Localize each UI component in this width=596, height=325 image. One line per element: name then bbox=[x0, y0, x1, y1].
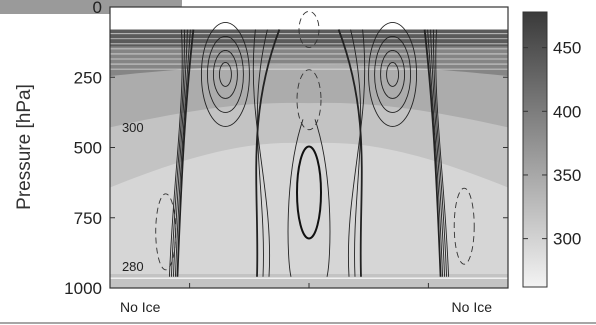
wind-contour bbox=[296, 145, 322, 240]
contour-label: 300 bbox=[122, 120, 144, 135]
y-tick-label: 1000 bbox=[64, 279, 102, 298]
wind-contour bbox=[200, 21, 250, 127]
wind-contour bbox=[255, 29, 281, 277]
wind-contour bbox=[433, 29, 448, 277]
wind-contour bbox=[314, 119, 331, 277]
wind-contour bbox=[386, 61, 400, 87]
x-end-label-right: No Ice bbox=[452, 299, 493, 315]
wind-contour bbox=[170, 29, 185, 277]
wind-contour bbox=[435, 29, 450, 277]
wind-contour bbox=[430, 29, 446, 277]
y-tick-label: 500 bbox=[74, 139, 102, 158]
wind-contour bbox=[168, 29, 183, 277]
colorbar-ticks: 300 350 400 450 bbox=[523, 39, 581, 249]
wind-contour bbox=[374, 35, 412, 113]
y-axis-title: Pressure [hPa] bbox=[14, 84, 35, 210]
y-axis: 0 250 500 750 1000 bbox=[64, 0, 508, 298]
wind-contour-dashed bbox=[296, 69, 322, 131]
wind-contour bbox=[218, 61, 232, 87]
wind-contour bbox=[350, 29, 362, 277]
wind-contour bbox=[206, 35, 244, 113]
wind-contour bbox=[380, 49, 406, 99]
contour-labels: 300 280 bbox=[122, 120, 144, 274]
wind-contour bbox=[172, 29, 188, 277]
contour-label: 280 bbox=[122, 259, 144, 274]
temperature-band bbox=[110, 142, 508, 274]
wind-contour bbox=[176, 29, 195, 277]
wind-contour bbox=[287, 119, 304, 277]
colorbar-tick-label: 450 bbox=[553, 39, 581, 58]
wind-contour bbox=[256, 29, 268, 277]
colorbar bbox=[522, 11, 548, 288]
wind-contour bbox=[212, 49, 238, 99]
wind-contour-dashed bbox=[453, 187, 475, 265]
wind-contour bbox=[423, 29, 442, 277]
wind-contour-dashed bbox=[298, 11, 320, 48]
wind-contour bbox=[174, 29, 191, 277]
wind-contour bbox=[368, 21, 418, 127]
wind-contour-dashed bbox=[155, 193, 177, 271]
colorbar-tick-label: 350 bbox=[553, 166, 581, 185]
wind-contour bbox=[252, 29, 271, 277]
y-tick-label: 750 bbox=[74, 209, 102, 228]
temperature-fill bbox=[110, 29, 508, 288]
x-axis: No Ice No Ice bbox=[120, 283, 492, 315]
colorbar-tick-label: 400 bbox=[553, 102, 581, 121]
wind-contour bbox=[427, 29, 444, 277]
wind-contours bbox=[110, 11, 508, 279]
colorbar-tick-label: 300 bbox=[553, 230, 581, 249]
y-tick-label: 0 bbox=[93, 0, 102, 17]
y-tick-label: 250 bbox=[74, 68, 102, 87]
wind-contour bbox=[347, 29, 366, 277]
wind-contour bbox=[337, 29, 363, 277]
x-end-label-left: No Ice bbox=[120, 299, 161, 315]
